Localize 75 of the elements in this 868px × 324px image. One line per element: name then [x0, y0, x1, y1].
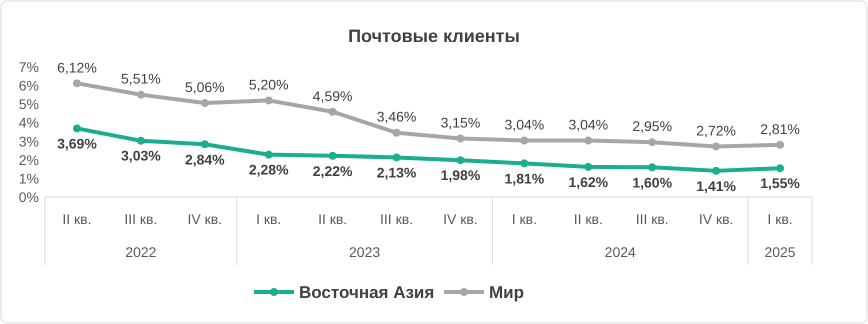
data-label: 3,04% — [504, 116, 544, 133]
data-label: 3,69% — [57, 135, 98, 152]
data-label: 3,15% — [440, 114, 480, 130]
data-label: 1,41% — [696, 178, 737, 194]
data-label: 5,51% — [121, 70, 161, 87]
legend-label: Мир — [489, 283, 524, 302]
x-tick-label: IV кв. — [698, 211, 734, 227]
point — [584, 136, 592, 145]
x-tick-label: IV кв. — [443, 211, 478, 227]
data-label: 2,72% — [696, 122, 736, 138]
point — [72, 79, 81, 88]
data-label: 2,81% — [760, 120, 800, 137]
data-label: 5,20% — [248, 76, 289, 92]
data-label: 2,28% — [248, 162, 290, 178]
point — [328, 152, 337, 160]
y-tick-label: 2% — [18, 152, 39, 168]
x-tick-label: II кв. — [318, 211, 348, 227]
point — [648, 138, 656, 146]
data-label: 1,98% — [440, 167, 481, 184]
y-tick-label: 6% — [18, 78, 39, 94]
point — [456, 134, 464, 142]
data-label: 2,84% — [184, 151, 226, 168]
point — [200, 99, 209, 108]
point — [712, 166, 720, 175]
data-label: 2,13% — [376, 164, 417, 180]
point — [264, 150, 273, 159]
y-tick-label: 5% — [18, 96, 39, 112]
point — [456, 156, 464, 164]
y-tick-label: 1% — [18, 170, 39, 186]
x-tick-label: III кв. — [380, 211, 414, 227]
y-tick-label: 0% — [18, 189, 39, 205]
data-label: 4,59% — [312, 88, 352, 104]
y-tick-label: 7% — [18, 59, 39, 75]
text: 2025 — [764, 244, 796, 260]
data-label: 1,55% — [760, 175, 800, 192]
point — [264, 96, 273, 104]
x-tick-label: II кв. — [574, 211, 603, 227]
point — [136, 90, 145, 99]
data-label: 5,06% — [184, 79, 225, 96]
data-label: 3,04% — [568, 116, 608, 133]
x-tick-label: III кв. — [124, 211, 158, 227]
point — [72, 124, 81, 132]
data-label: 6,12% — [57, 59, 97, 76]
text: 2024 — [604, 244, 636, 260]
point — [648, 163, 656, 172]
y-tick-label: 4% — [18, 114, 39, 131]
data-label: 1,81% — [504, 170, 545, 186]
x-tick-label: III кв. — [636, 211, 669, 227]
x-tick-label: IV кв. — [188, 211, 222, 227]
point — [392, 128, 401, 137]
x-tick-label: I кв. — [512, 211, 537, 227]
data-label: 1,60% — [632, 174, 673, 190]
data-label: 2,22% — [312, 162, 354, 179]
data-label: 1,62% — [568, 174, 609, 190]
point — [520, 136, 528, 145]
point — [200, 140, 209, 148]
point — [776, 140, 784, 149]
point — [136, 136, 145, 145]
x-tick-label: I кв. — [767, 211, 793, 227]
text: 2023 — [349, 244, 380, 260]
data-label: 3,03% — [121, 148, 162, 164]
x-tick-label: I кв. — [256, 211, 282, 227]
data-label: 2,95% — [632, 118, 672, 134]
legend-label: Восточная Азия — [299, 283, 434, 302]
chart-title: Почтовые клиенты — [348, 26, 520, 46]
text: 2022 — [125, 244, 157, 260]
point — [584, 162, 592, 171]
point — [712, 142, 720, 150]
data-label: 3,46% — [376, 108, 416, 125]
point — [520, 159, 528, 168]
point — [776, 164, 784, 172]
point — [328, 108, 337, 116]
point — [392, 153, 401, 162]
x-tick-label: II кв. — [62, 211, 92, 227]
y-tick-label: 3% — [18, 133, 39, 150]
